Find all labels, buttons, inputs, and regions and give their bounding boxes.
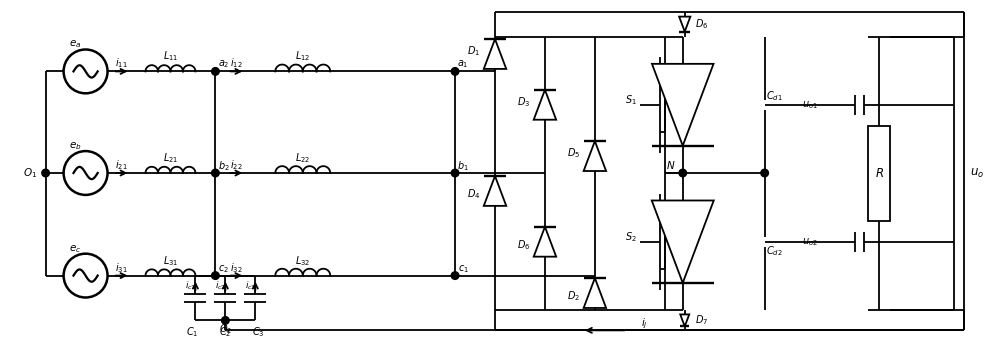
Text: $D_3$: $D_3$ (517, 95, 530, 109)
Circle shape (451, 67, 459, 75)
Text: $e_a$: $e_a$ (69, 39, 82, 51)
Text: $D_6$: $D_6$ (517, 238, 530, 252)
Polygon shape (652, 64, 714, 146)
Text: $L_{22}$: $L_{22}$ (295, 151, 310, 165)
Text: $N$: $N$ (666, 159, 676, 171)
Text: $C_{d2}$: $C_{d2}$ (766, 244, 783, 257)
Text: $O_1$: $O_1$ (23, 166, 38, 180)
Text: $i_j$: $i_j$ (641, 316, 648, 330)
Text: $i_{12}$: $i_{12}$ (230, 56, 243, 70)
Text: $a_1$: $a_1$ (457, 58, 469, 70)
Polygon shape (652, 200, 714, 283)
Bar (868, 126, 890, 221)
Text: $D_4$: $D_4$ (467, 187, 480, 201)
Polygon shape (584, 278, 606, 308)
Polygon shape (534, 90, 556, 120)
Text: $u_o$: $u_o$ (970, 167, 984, 180)
Polygon shape (484, 176, 506, 206)
Text: $e_b$: $e_b$ (69, 140, 82, 152)
Polygon shape (680, 315, 689, 326)
Text: $L_{12}$: $L_{12}$ (295, 49, 310, 63)
Text: $i_{22}$: $i_{22}$ (230, 158, 243, 172)
Text: $a_2$: $a_2$ (218, 58, 229, 70)
Text: $C_1$: $C_1$ (186, 326, 199, 339)
Text: $C_3$: $C_3$ (252, 326, 265, 339)
Text: $D_1$: $D_1$ (467, 44, 480, 58)
Text: $u_{o2}$: $u_{o2}$ (802, 236, 818, 248)
Text: $i_{c1}$: $i_{c1}$ (185, 279, 196, 292)
Text: $i_{c3}$: $i_{c3}$ (245, 279, 256, 292)
Text: $L_{31}$: $L_{31}$ (163, 254, 178, 267)
Text: $L_{21}$: $L_{21}$ (163, 151, 178, 165)
Circle shape (42, 169, 49, 177)
Text: $S_1$: $S_1$ (625, 93, 637, 107)
Polygon shape (484, 39, 506, 69)
Text: $i_{c2}$: $i_{c2}$ (215, 279, 226, 292)
Circle shape (679, 169, 687, 177)
Text: $D_5$: $D_5$ (567, 146, 580, 160)
Circle shape (212, 67, 219, 75)
Text: $u_{o1}$: $u_{o1}$ (802, 99, 818, 111)
Text: $D_6$: $D_6$ (695, 17, 708, 31)
Text: $c_2$: $c_2$ (218, 263, 229, 274)
Polygon shape (584, 141, 606, 171)
Text: $S_2$: $S_2$ (625, 230, 637, 244)
Circle shape (451, 272, 459, 279)
Text: $D_2$: $D_2$ (567, 289, 580, 303)
Text: $i_{32}$: $i_{32}$ (230, 261, 243, 274)
Text: $O_2$: $O_2$ (219, 322, 232, 336)
Text: $D_7$: $D_7$ (695, 313, 708, 327)
Text: $i_{21}$: $i_{21}$ (115, 158, 128, 172)
Text: $R$: $R$ (875, 167, 884, 180)
Text: $C_{d1}$: $C_{d1}$ (766, 89, 783, 103)
Polygon shape (679, 17, 690, 31)
Text: $L_{11}$: $L_{11}$ (163, 49, 178, 63)
Text: $L_{32}$: $L_{32}$ (295, 254, 310, 267)
Text: $e_c$: $e_c$ (69, 243, 82, 255)
Circle shape (212, 272, 219, 279)
Polygon shape (534, 227, 556, 257)
Text: $c_1$: $c_1$ (458, 263, 469, 274)
Text: $i_{31}$: $i_{31}$ (115, 261, 128, 274)
Text: $b_2$: $b_2$ (218, 159, 229, 173)
Circle shape (451, 169, 459, 177)
Text: $b_1$: $b_1$ (457, 159, 469, 173)
Text: $C_2$: $C_2$ (219, 326, 232, 339)
Text: $i_{11}$: $i_{11}$ (115, 56, 128, 70)
Circle shape (212, 169, 219, 177)
Circle shape (222, 317, 229, 324)
Circle shape (761, 169, 768, 177)
